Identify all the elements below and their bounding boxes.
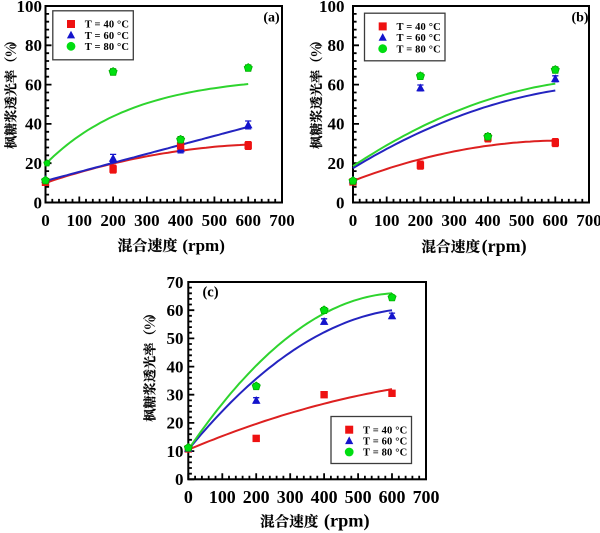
svg-text:600: 600 <box>543 211 569 230</box>
svg-text:200: 200 <box>100 211 126 230</box>
svg-text:100: 100 <box>67 211 93 230</box>
svg-text:T = 60 °C: T = 60 °C <box>363 437 407 448</box>
svg-text:0: 0 <box>336 193 345 212</box>
svg-text:400: 400 <box>311 487 338 507</box>
svg-text:300: 300 <box>134 211 160 230</box>
svg-text:200: 200 <box>408 211 434 230</box>
svg-text:100: 100 <box>17 0 43 16</box>
svg-text:20: 20 <box>328 154 345 173</box>
svg-text:T = 60 °C: T = 60 °C <box>397 33 441 44</box>
svg-text:20: 20 <box>167 414 184 433</box>
svg-text:T = 40 °C: T = 40 °C <box>85 20 129 31</box>
svg-text:0: 0 <box>175 470 184 489</box>
svg-text:60: 60 <box>328 75 345 94</box>
svg-text:100: 100 <box>374 211 400 230</box>
svg-text:T = 60 °C: T = 60 °C <box>85 31 129 42</box>
svg-text:(c): (c) <box>202 285 218 301</box>
svg-text:80: 80 <box>25 36 42 55</box>
svg-text:700: 700 <box>576 211 600 230</box>
svg-text:40: 40 <box>25 115 42 134</box>
svg-text:30: 30 <box>167 386 184 405</box>
svg-text:600: 600 <box>379 487 406 507</box>
svg-text:T = 80 °C: T = 80 °C <box>85 42 129 53</box>
svg-text:500: 500 <box>509 211 535 230</box>
svg-text:500: 500 <box>202 211 228 230</box>
svg-text:50: 50 <box>167 329 184 348</box>
svg-text:700: 700 <box>269 211 295 230</box>
svg-text:T = 80 °C: T = 80 °C <box>397 44 441 55</box>
svg-text:500: 500 <box>345 487 372 507</box>
svg-text:0: 0 <box>184 487 193 507</box>
svg-text:70: 70 <box>167 273 184 292</box>
svg-text:600: 600 <box>235 211 261 230</box>
svg-text:T = 80 °C: T = 80 °C <box>363 448 407 459</box>
svg-text:300: 300 <box>277 487 304 507</box>
svg-text:400: 400 <box>475 211 501 230</box>
svg-text:(b): (b) <box>571 10 588 25</box>
svg-text:400: 400 <box>168 211 194 230</box>
svg-text:T = 40 °C: T = 40 °C <box>397 22 441 33</box>
svg-text:60: 60 <box>167 301 184 320</box>
svg-text:0: 0 <box>34 193 43 212</box>
svg-text:80: 80 <box>328 36 345 55</box>
svg-text:700: 700 <box>413 487 440 507</box>
svg-text:60: 60 <box>25 75 42 94</box>
svg-text:(a): (a) <box>263 10 280 25</box>
svg-text:40: 40 <box>167 357 184 376</box>
svg-text:200: 200 <box>243 487 270 507</box>
svg-text:20: 20 <box>25 154 42 173</box>
svg-text:0: 0 <box>349 211 358 230</box>
svg-text:0: 0 <box>41 211 50 230</box>
svg-text:40: 40 <box>328 115 345 134</box>
svg-text:100: 100 <box>209 487 236 507</box>
svg-text:T = 40 °C: T = 40 °C <box>363 425 407 436</box>
svg-text:100: 100 <box>319 0 345 16</box>
svg-text:300: 300 <box>441 211 467 230</box>
svg-text:10: 10 <box>167 442 184 461</box>
